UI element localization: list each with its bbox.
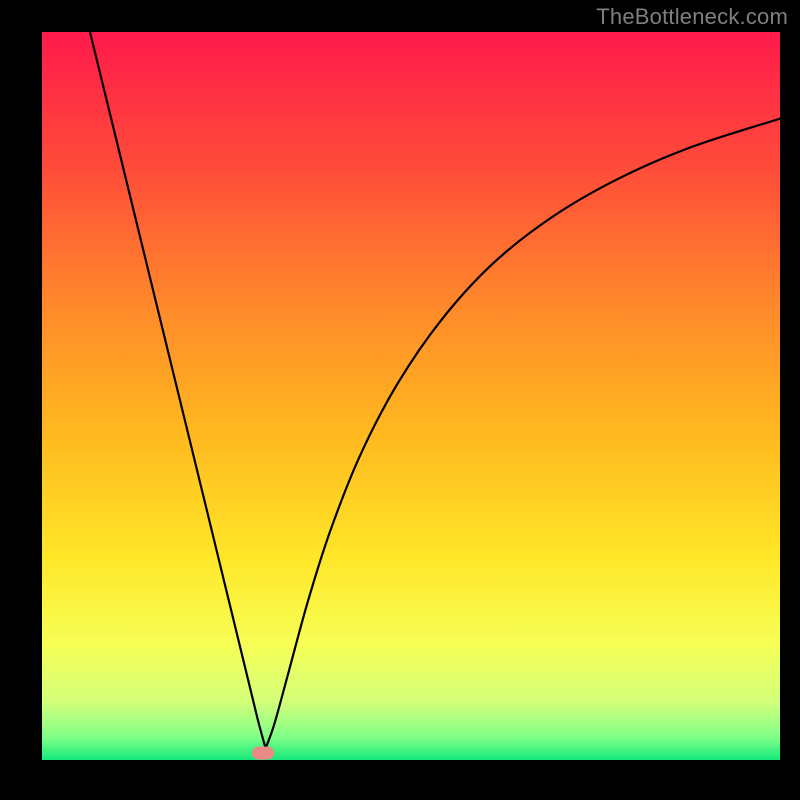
minimum-marker <box>252 746 274 759</box>
plot-svg <box>42 32 780 760</box>
plot-area <box>42 32 780 760</box>
watermark-text: TheBottleneck.com <box>596 4 788 30</box>
chart-frame: TheBottleneck.com <box>0 0 800 800</box>
bottleneck-curve <box>90 32 780 748</box>
